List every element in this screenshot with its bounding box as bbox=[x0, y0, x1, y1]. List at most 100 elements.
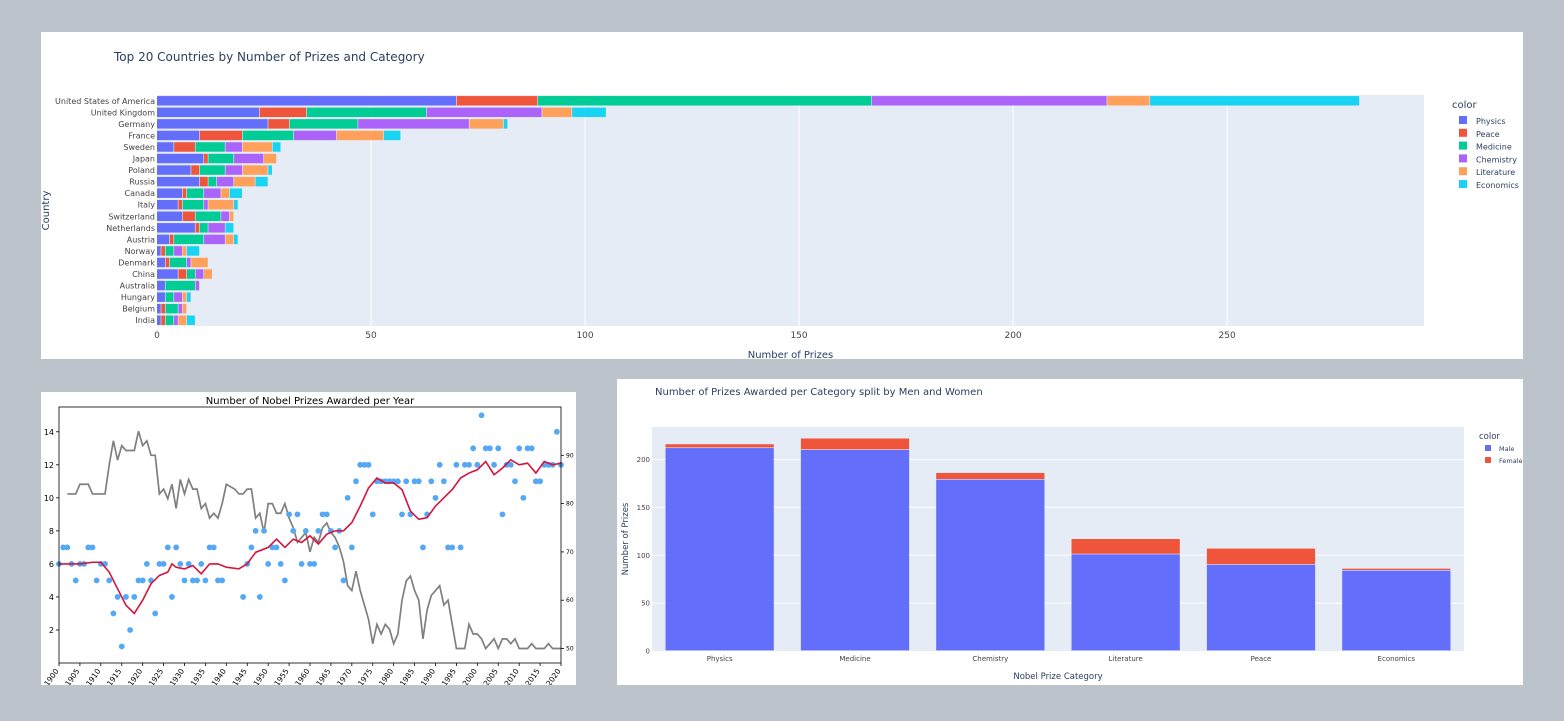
y-tick-label: 6 bbox=[49, 560, 54, 569]
bar-poland-literature bbox=[242, 165, 268, 175]
y-tick-label: 4 bbox=[49, 593, 54, 602]
bar-switzerland-medicine bbox=[195, 211, 221, 222]
y-tick-label: 10 bbox=[44, 494, 54, 503]
bar-united-states-of-america-chemistry bbox=[871, 96, 1107, 106]
bar-russia-literature bbox=[234, 176, 255, 187]
point-1969 bbox=[344, 494, 351, 501]
point-1983 bbox=[403, 478, 410, 485]
legend-label-peace: Peace bbox=[1476, 130, 1500, 139]
x-tick-label-economics: Economics bbox=[1378, 655, 1416, 663]
gender-chart-panel: 0 50 100 150 200 Number of Prizes Awarded per… bbox=[617, 379, 1523, 685]
y2-tick-label: 70 bbox=[566, 549, 574, 556]
legend-swatch-male bbox=[1485, 445, 1491, 451]
x-tick-label: 1905 bbox=[63, 667, 81, 685]
bar-poland-physics bbox=[157, 165, 191, 175]
point-1989 bbox=[428, 478, 435, 485]
x-tick-label: 1975 bbox=[356, 667, 374, 685]
x-tick-label-chemistry: Chemistry bbox=[972, 655, 1008, 663]
point-1924 bbox=[156, 561, 163, 567]
x-tick-label-peace: Peace bbox=[1251, 655, 1272, 663]
bar-denmark-chemistry bbox=[186, 257, 191, 268]
point-1919 bbox=[135, 577, 142, 584]
y-tick-label: 14 bbox=[44, 428, 54, 437]
bar-belgium-chemistry bbox=[178, 303, 183, 314]
countries-stacked-bar-chart: 0 50 100 150 200 250 Top 20 Countries by Numbe… bbox=[41, 50, 1519, 359]
bar-hungary-literature bbox=[182, 292, 187, 302]
point-1916 bbox=[123, 594, 129, 600]
point-2013 bbox=[528, 445, 535, 452]
y2-tick-label: 90 bbox=[566, 452, 574, 459]
point-1956 bbox=[290, 527, 297, 534]
y-tick-label-france: France bbox=[128, 131, 155, 140]
point-2008 bbox=[507, 461, 514, 468]
bar-sweden-chemistry bbox=[225, 142, 243, 152]
bar-india-economics bbox=[186, 315, 195, 325]
point-1999 bbox=[470, 445, 477, 452]
y-tick-label-australia: Australia bbox=[120, 282, 155, 291]
y-tick-label-belgium: Belgium bbox=[122, 305, 155, 314]
point-1968 bbox=[340, 577, 347, 584]
x-tick-label-medicine: Medicine bbox=[839, 655, 870, 663]
bar-sweden-medicine bbox=[195, 142, 225, 152]
bar-italy-literature bbox=[208, 199, 234, 210]
point-1994 bbox=[449, 544, 456, 551]
point-1932 bbox=[189, 577, 196, 584]
point-1913 bbox=[110, 610, 117, 617]
point-1948 bbox=[256, 594, 263, 600]
y-tick-label-germany: Germany bbox=[118, 120, 155, 129]
bar-germany-chemistry bbox=[358, 119, 469, 129]
bar-hungary-physics bbox=[157, 292, 165, 302]
x-tick-label: 1910 bbox=[84, 667, 102, 685]
point-1966 bbox=[332, 544, 338, 551]
legend-title: color bbox=[1452, 100, 1478, 111]
y-tick-label: 12 bbox=[44, 461, 54, 470]
x-tick-label: 1970 bbox=[335, 667, 353, 685]
bar-china-literature bbox=[204, 269, 213, 279]
legend-label-male: Male bbox=[1499, 445, 1514, 453]
bar-netherlands-physics bbox=[157, 223, 195, 233]
point-1938 bbox=[215, 577, 221, 584]
point-1933 bbox=[194, 577, 200, 584]
bar-chemistry-male bbox=[936, 479, 1045, 651]
y-tick-label-japan: Japan bbox=[132, 155, 155, 164]
y-tick-label-sweden: Sweden bbox=[123, 143, 155, 152]
bar-austria-literature bbox=[225, 234, 234, 245]
bar-hungary-medicine bbox=[165, 292, 174, 302]
bar-denmark-physics bbox=[157, 257, 165, 268]
bar-germany-medicine bbox=[289, 119, 358, 129]
bar-russia-physics bbox=[157, 176, 200, 187]
y-tick-label: 50 bbox=[641, 600, 650, 608]
legend-label-literature: Literature bbox=[1476, 168, 1515, 177]
y2-tick-label: 50 bbox=[566, 646, 574, 653]
y-tick-label-canada: Canada bbox=[125, 189, 156, 198]
point-1925 bbox=[160, 561, 167, 567]
point-1927 bbox=[169, 594, 175, 600]
y-tick-label-switzerland: Switzerland bbox=[108, 212, 155, 221]
bar-austria-economics bbox=[234, 234, 238, 245]
bar-sweden-peace bbox=[174, 142, 195, 152]
rolling-mean-line bbox=[59, 458, 562, 615]
bar-united-kingdom-peace bbox=[259, 107, 307, 118]
point-2004 bbox=[491, 461, 497, 468]
point-1946 bbox=[248, 544, 255, 551]
point-1954 bbox=[282, 577, 288, 584]
point-1949 bbox=[261, 527, 267, 534]
x-tick-label: 1900 bbox=[42, 667, 60, 685]
x-tick-label: 1960 bbox=[293, 667, 311, 685]
bar-poland-economics bbox=[268, 165, 272, 175]
point-1995 bbox=[453, 461, 460, 468]
point-1990 bbox=[432, 494, 439, 501]
x-tick-label: 1920 bbox=[126, 667, 144, 685]
bar-peace-male bbox=[1206, 564, 1316, 651]
point-1991 bbox=[436, 461, 443, 468]
point-1974 bbox=[365, 461, 372, 468]
bar-denmark-literature bbox=[191, 257, 208, 268]
bar-netherlands-chemistry bbox=[208, 223, 225, 233]
y-tick-label-denmark: Denmark bbox=[118, 258, 155, 267]
bar-literature-female bbox=[1071, 539, 1180, 554]
bar-japan-literature bbox=[264, 153, 277, 164]
bar-united-kingdom-chemistry bbox=[426, 107, 542, 118]
bar-india-medicine bbox=[165, 315, 174, 325]
x-tick-label: 150 bbox=[790, 331, 807, 341]
x-tick-label: 1925 bbox=[147, 667, 165, 685]
